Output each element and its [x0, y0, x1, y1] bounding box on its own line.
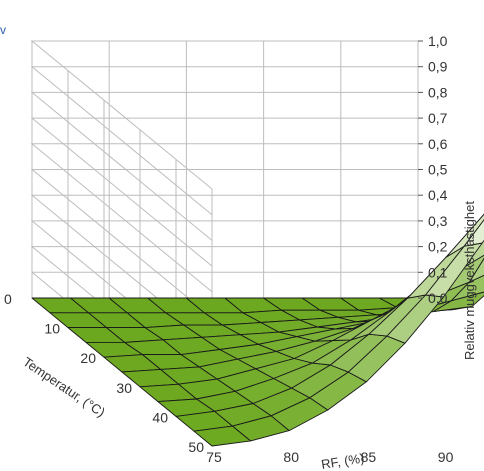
z-tick-label: 0,9	[428, 59, 448, 75]
x-tick-label: 90	[438, 449, 454, 465]
surface-cell	[468, 257, 484, 283]
z-tick-label: 0,0	[428, 290, 448, 306]
z-axis-title: Relativ muggveksthastighet	[462, 201, 477, 360]
x-tick-label: 75	[206, 449, 222, 465]
surface-mesh	[31, 213, 484, 447]
z-tick-label: 0,4	[428, 187, 448, 203]
z-tick-label: 0,7	[428, 110, 448, 126]
clipped-label: v	[0, 23, 6, 37]
y-tick-label: 50	[188, 439, 204, 455]
surface-cell	[432, 291, 484, 313]
z-origin-label: 0	[4, 291, 12, 307]
surface-cell	[445, 213, 484, 258]
x-tick-label: 80	[283, 449, 299, 465]
x-tick-label: 85	[361, 449, 377, 465]
surface-cell	[463, 219, 484, 247]
z-tick-label: 0,5	[428, 162, 448, 178]
y-tick-label: 30	[116, 380, 132, 396]
z-tick-label: 1,0	[428, 33, 448, 49]
z-tick-label: 0,1	[428, 264, 448, 280]
z-tick-label: 0,6	[428, 136, 448, 152]
z-tick-label: 0,8	[428, 84, 448, 100]
y-tick-label: 10	[44, 321, 60, 337]
y-tick-label: 40	[152, 409, 168, 425]
axis-ticks: 0,0 0,1 0,2 0,3 0,4 0,5 0,6 0,7 0,8 0,9 1,0 10 20 30 4…	[44, 33, 454, 465]
y-tick-label: 20	[80, 350, 96, 366]
x-axis-title: RF, (%)	[320, 450, 365, 471]
z-tick-label: 0,2	[428, 239, 448, 255]
surface-cell	[450, 274, 484, 302]
z-tick-label: 0,3	[428, 213, 448, 229]
